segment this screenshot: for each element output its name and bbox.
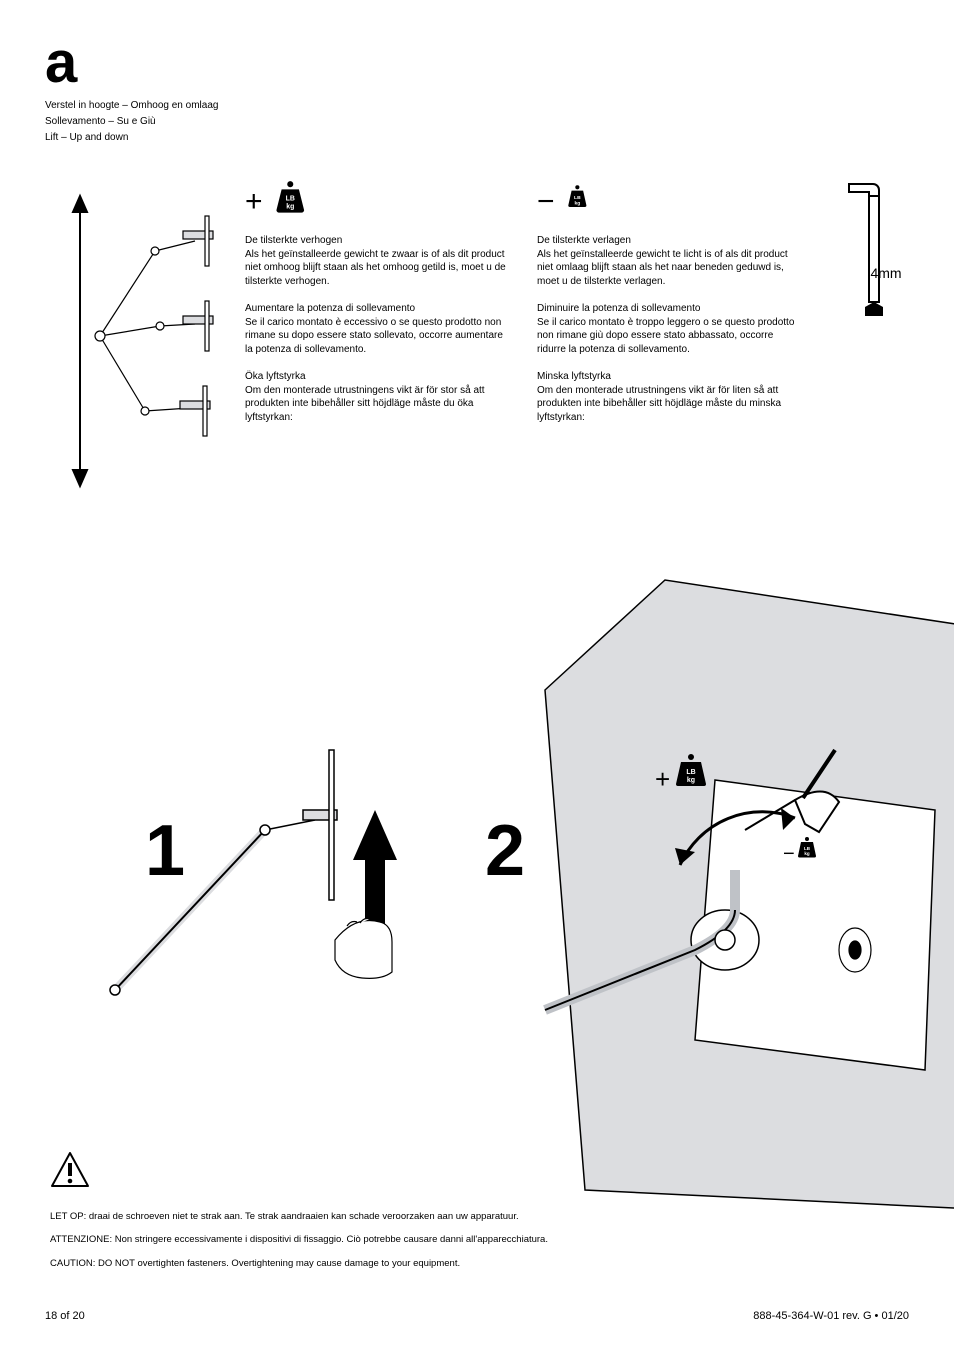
header-nl: Verstel in hoogte – Omhoog en omlaag: [45, 98, 909, 114]
header-it: Sollevamento – Su e Giù: [45, 114, 909, 130]
caution-it: ATTENZIONE: Non stringere eccessivamente…: [50, 1233, 904, 1246]
header-langs: Verstel in hoogte – Omhoog en omlaag Sol…: [45, 98, 909, 146]
header-en: Lift – Up and down: [45, 130, 909, 146]
dec-sv-body: Om den monterade utrustningens vikt är f…: [537, 384, 799, 425]
step-2-diagram: + LB kg − LB kg: [535, 570, 954, 1210]
decrease-column: − LB kg De tilsterkte verlagen Als het g…: [537, 176, 799, 499]
step-2-number: 2: [485, 810, 525, 892]
caution-text-block: LET OP: draai de schroeven niet te strak…: [50, 1210, 904, 1280]
dec-nl-title: De tilsterkte verlagen: [537, 234, 799, 248]
caution-nl: LET OP: draai de schroeven niet te strak…: [50, 1210, 904, 1223]
inc-sv-body: Om den monterade utrustningens vikt är f…: [245, 384, 507, 425]
arm-positions-diagram: [45, 176, 225, 499]
dec-nl-body: Als het geïnstalleerde gewicht te licht …: [537, 248, 799, 289]
dec-it-title: Diminuire la potenza di sollevamento: [537, 302, 799, 316]
svg-text:LB: LB: [285, 196, 294, 203]
hex-size-label: 4mm: [841, 265, 931, 281]
svg-text:−: −: [783, 843, 795, 865]
svg-text:kg: kg: [286, 204, 294, 211]
weight-icon: LB kg: [273, 179, 308, 217]
section-letter: a: [45, 40, 909, 86]
minus-sign: −: [537, 185, 555, 219]
increase-column: + LB kg De tilsterkte verhogen Als het g…: [245, 176, 507, 499]
weight-icon-small: LB kg: [565, 184, 590, 212]
step-1-diagram: [85, 740, 445, 1020]
inc-nl-body: Als het geïnstalleerde gewicht te zwaar …: [245, 248, 507, 289]
inc-it-title: Aumentare la potenza di sollevamento: [245, 302, 507, 316]
plus-sign: +: [245, 185, 263, 219]
inc-nl-title: De tilsterkte verhogen: [245, 234, 507, 248]
svg-text:kg: kg: [574, 201, 580, 207]
inc-it-body: Se il carico montato è eccessivo o se qu…: [245, 316, 507, 357]
svg-text:+: +: [655, 764, 670, 794]
caution-icon: [50, 1150, 90, 1193]
inc-sv-title: Öka lyftstyrka: [245, 370, 507, 384]
svg-text:LB: LB: [574, 195, 581, 201]
svg-text:kg: kg: [804, 851, 810, 856]
caution-en: CAUTION: DO NOT overtighten fasteners. O…: [50, 1257, 904, 1270]
dec-sv-title: Minska lyftstyrka: [537, 370, 799, 384]
page-number: 18 of 20: [45, 1310, 85, 1322]
doc-revision: 888-45-364-W-01 rev. G • 01/20: [753, 1310, 909, 1322]
dec-it-body: Se il carico montato è troppo leggero o …: [537, 316, 799, 357]
svg-text:LB: LB: [686, 769, 695, 776]
hex-key-diagram: 4mm: [819, 176, 909, 499]
svg-text:kg: kg: [687, 777, 695, 784]
